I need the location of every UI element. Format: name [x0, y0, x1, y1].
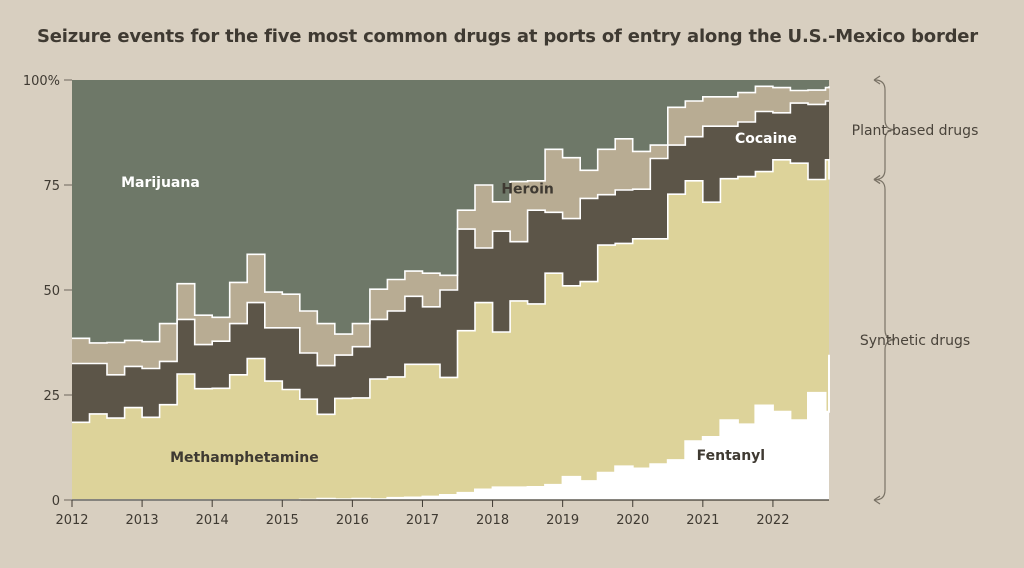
x-tick-label: 2021	[686, 513, 719, 528]
bracket-arrow	[873, 495, 881, 505]
x-tick-label: 2015	[266, 513, 299, 528]
x-tick-label: 2017	[406, 513, 439, 528]
y-tick-label: 0	[52, 494, 60, 509]
series-borders	[72, 85, 830, 501]
bracket-arrow	[873, 75, 881, 85]
axes: 0 25 50 75 100% 2012 2013 2014 2015 2016 2017 2018 2…	[23, 74, 829, 528]
label-heroin: Heroin	[501, 181, 554, 197]
x-tick-label: 2013	[126, 513, 159, 528]
bracket-synthetic	[874, 178, 896, 501]
chart-title: Seizure events for the five most common …	[37, 26, 978, 47]
bracket-plant-based	[874, 79, 896, 181]
x-tick-label: 2019	[546, 513, 579, 528]
group-label: Synthetic drugs	[860, 333, 970, 349]
stacked-areas	[72, 80, 829, 501]
group-brackets: Plant-based drugs Synthetic drugs	[852, 75, 979, 505]
border-methamphetamine	[72, 159, 830, 424]
y-tick-label: 50	[43, 284, 60, 299]
x-tick-label: 2020	[616, 513, 649, 528]
border-heroin	[72, 85, 830, 344]
y-tick-label: 100%	[23, 74, 60, 89]
label-fentanyl: Fentanyl	[697, 448, 766, 464]
x-tick-label: 2018	[476, 513, 509, 528]
group-label: Plant-based drugs	[852, 123, 979, 139]
y-tick-label: 25	[43, 389, 60, 404]
label-methamphetamine: Methamphetamine	[170, 450, 319, 466]
x-tick-label: 2016	[336, 513, 369, 528]
label-cocaine: Cocaine	[735, 131, 797, 147]
area-methamphetamine	[72, 159, 829, 501]
x-tick-label: 2022	[756, 513, 789, 528]
y-tick-label: 75	[43, 179, 60, 194]
area-fentanyl	[72, 354, 829, 500]
bracket-arrow	[873, 175, 881, 185]
x-tick-label: 2014	[196, 513, 229, 528]
x-tick-label: 2012	[55, 513, 88, 528]
series-labels: Marijuana Heroin Cocaine Methamphetamine Fen…	[121, 131, 797, 466]
label-marijuana: Marijuana	[121, 175, 200, 191]
